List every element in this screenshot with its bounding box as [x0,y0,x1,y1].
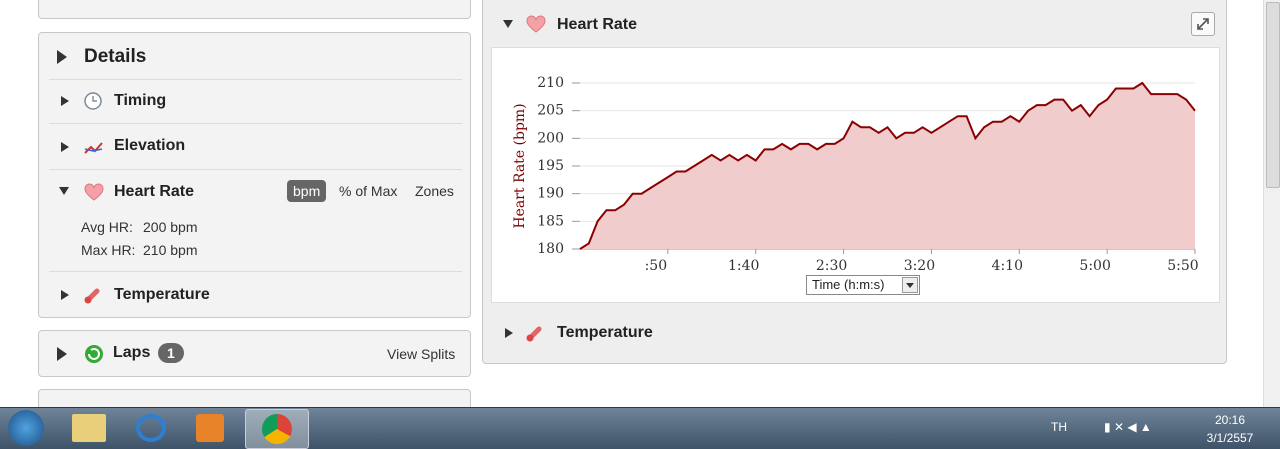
x-axis-select[interactable]: Time (h:m:s) [806,275,920,295]
timing-icon [84,92,102,110]
expand-arrow[interactable] [61,290,69,300]
expand-arrow[interactable] [61,142,69,152]
heart-icon [84,183,104,201]
y-tick-label: 195 [537,158,564,174]
expand-arrow[interactable] [61,96,69,106]
y-axis-label: Heart Rate (bpm) [512,103,528,228]
view-splits[interactable]: View Splits [387,346,456,362]
expand-arrow[interactable] [505,328,513,338]
panel-stub [38,0,471,19]
select-arrow[interactable] [902,277,918,293]
expand-button[interactable] [1191,12,1215,36]
heart-icon [526,15,546,33]
line [579,81,1196,250]
language[interactable]: TH [1051,420,1067,434]
details-panel: Details Timing Elevation Heart Rate bpm … [38,32,471,318]
item-label[interactable]: Elevation [114,137,186,154]
laps-icon [85,345,103,363]
y-tick-label: 185 [537,213,564,229]
y-tick-label: 200 [537,130,564,146]
expand-arrow[interactable] [57,50,67,64]
clock-time[interactable]: 20:16 [1214,413,1246,427]
scrollbar[interactable] [1263,0,1280,407]
x-tick-label: 4:10 [992,258,1023,274]
expand-arrow[interactable] [57,347,67,361]
panel-title: Heart Rate [557,16,638,33]
ie-icon[interactable] [136,414,166,442]
x-tick-label: 3:20 [904,258,935,274]
collapse-arrow[interactable] [59,187,69,195]
item-label[interactable]: Timing [114,92,167,109]
start-button[interactable] [8,410,44,446]
y-tick-label: 180 [537,241,564,257]
x-tick-label: 5:00 [1079,258,1110,274]
y-tick-label: 205 [537,103,564,119]
x-axis-label: Time (h:m:s) [812,277,885,292]
taskbar: TH ▮ ✕ ◀ ▲ 20:16 3/1/2557 [0,407,1280,449]
unit-button[interactable]: bpm [287,180,327,202]
scrollbar-thumb[interactable] [1266,2,1280,188]
tray-icons[interactable]: ▮ ✕ ◀ ▲ [1104,420,1152,434]
chrome-icon [262,414,292,444]
unit-button[interactable]: % of Max [339,183,398,199]
laps-count: 1 [158,343,184,363]
temperature-icon [84,288,100,304]
stat-value: 200 bpm [143,219,198,235]
x-tick-label: :50 [645,258,668,274]
clock-date[interactable]: 3/1/2557 [1206,431,1254,445]
y-tick-label: 190 [537,186,564,202]
chrome-task[interactable] [245,409,309,449]
stat-value: 210 bpm [143,242,198,258]
laps-panel: Laps 1 View Splits [38,330,471,377]
item-label[interactable]: Heart Rate [114,183,195,200]
x-tick-label: 1:40 [728,258,759,274]
x-tick-label: 5:50 [1167,258,1198,274]
panel-footer[interactable]: Temperature [557,324,653,341]
temperature-icon [526,326,542,342]
details-title: Details [84,46,147,67]
laps-title[interactable]: Laps [113,344,151,361]
stat-label: Max HR: [81,242,136,258]
x-tick-label: 2:30 [816,258,847,274]
explorer-icon[interactable] [72,414,106,442]
unit-button[interactable]: Zones [415,183,454,199]
expand-icon [1197,18,1209,30]
media-icon[interactable] [196,414,224,442]
area-fill [580,83,1195,249]
stat-label: Avg HR: [81,219,133,235]
chart: 180 185 190 195 200 205 210 :50 1:40 2:30 3:20 4:10… [512,75,1199,274]
item-label[interactable]: Temperature [114,286,210,303]
collapse-arrow[interactable] [503,20,513,28]
y-tick-label: 210 [537,75,564,91]
elevation-icon [84,142,103,154]
